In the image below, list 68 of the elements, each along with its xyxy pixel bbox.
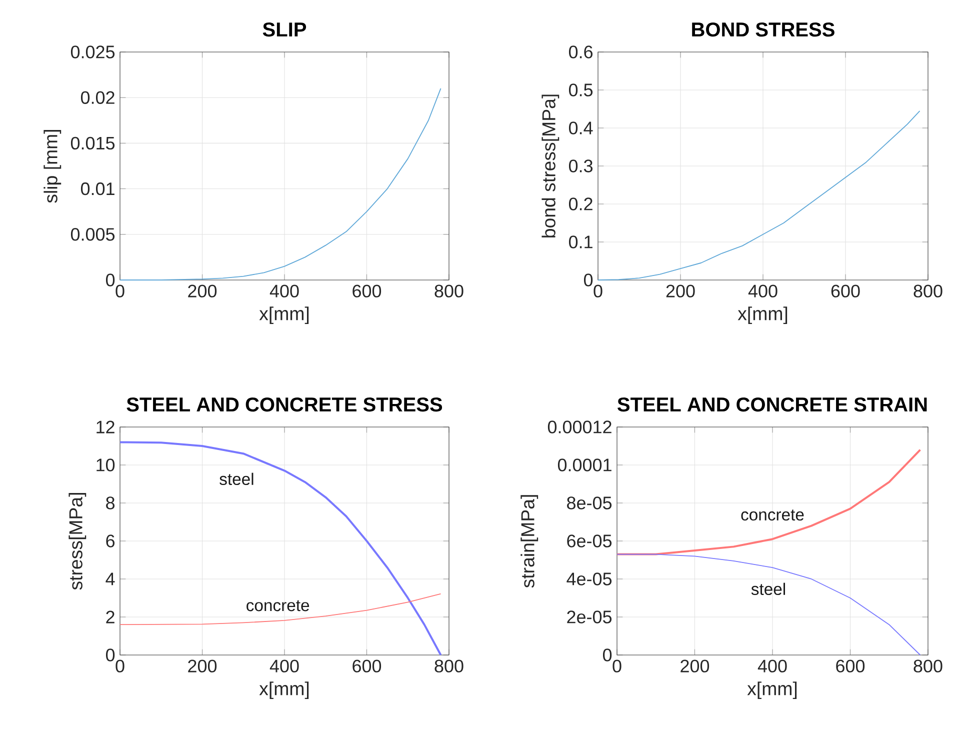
x-tick-label: 0: [116, 284, 124, 298]
chart-title: STEEL AND CONCRETE STRESS: [126, 397, 442, 412]
y-tick-label: 0.2: [568, 198, 592, 210]
x-tick-label: 200: [188, 284, 217, 298]
x-tick-label: 800: [914, 660, 942, 672]
x-tick-label: 0: [116, 660, 124, 672]
y-tick-label: 8: [106, 496, 115, 510]
line-series: [120, 593, 442, 626]
series-label: steel: [751, 582, 785, 596]
x-tick-label: 0: [612, 660, 622, 672]
y-tick-label: 0.3: [568, 160, 593, 172]
x-axis-title: x[mm]: [259, 682, 309, 699]
series-label: concrete: [246, 600, 310, 612]
y-axis-title: slip [mm]: [44, 130, 62, 203]
series-label: concrete: [741, 510, 804, 521]
y-tick-label: 0.0001: [558, 458, 612, 472]
y-tick-label: 0.02: [80, 91, 114, 104]
y-tick-label: 0.6: [568, 46, 593, 58]
y-axis-title: stress[MPa]: [68, 493, 86, 590]
y-tick-label: 0: [584, 274, 593, 286]
x-tick-label: 800: [914, 284, 942, 298]
y-tick-label: 0.005: [70, 228, 115, 241]
x-tick-label: 800: [434, 284, 464, 298]
line-series: [616, 554, 921, 656]
y-tick-label: 0.1: [568, 236, 592, 248]
x-tick-label: 400: [270, 660, 299, 672]
x-axis-title: x[mm]: [747, 682, 797, 699]
x-tick-label: 600: [836, 660, 865, 672]
chart-title: SLIP: [262, 22, 306, 37]
x-tick-label: 0: [594, 284, 602, 298]
y-tick-label: 12: [96, 420, 114, 434]
y-tick-label: 0.4: [568, 122, 593, 134]
y-tick-label: 10: [96, 458, 115, 472]
x-tick-label: 200: [188, 660, 217, 672]
x-tick-label: 400: [270, 284, 299, 298]
series-label: steel: [220, 472, 254, 486]
y-axis-title: strain[MPa]: [520, 495, 538, 588]
y-tick-label: 0.025: [70, 46, 115, 58]
y-tick-label: 0: [106, 648, 115, 662]
y-tick-label: 0.01: [80, 182, 114, 196]
y-tick-label: 6: [106, 534, 115, 548]
line-series: [119, 441, 442, 656]
x-axis-title: x[mm]: [738, 306, 788, 324]
y-axis-title: bond stress[MPa]: [542, 94, 560, 238]
x-tick-label: 400: [758, 660, 787, 672]
x-tick-label: 200: [680, 660, 710, 672]
y-tick-label: 2: [106, 610, 114, 624]
y-tick-label: 0: [106, 274, 115, 286]
y-tick-label: 4: [106, 572, 115, 586]
y-tick-label: 0.00012: [548, 420, 612, 434]
y-tick-label: 0.5: [568, 84, 593, 96]
y-tick-label: 8e-05: [567, 496, 612, 510]
x-tick-label: 200: [666, 284, 695, 298]
y-tick-label: 6e-05: [567, 534, 612, 548]
chart-title: BOND STRESS: [692, 22, 834, 37]
y-tick-label: 2e-05: [567, 610, 612, 624]
line-series: [616, 448, 922, 556]
x-tick-label: 800: [434, 660, 464, 672]
x-tick-label: 400: [748, 284, 778, 298]
y-tick-label: 0.015: [70, 136, 115, 150]
x-tick-label: 600: [831, 284, 860, 298]
chart-title: STEEL AND CONCRETE STRAIN: [618, 397, 927, 412]
y-tick-label: 4e-05: [566, 572, 612, 586]
x-axis-title: x[mm]: [259, 306, 309, 324]
y-tick-label: 0: [602, 648, 612, 662]
x-tick-label: 600: [352, 284, 382, 298]
line-series: [120, 88, 442, 280]
x-tick-label: 600: [352, 660, 382, 672]
